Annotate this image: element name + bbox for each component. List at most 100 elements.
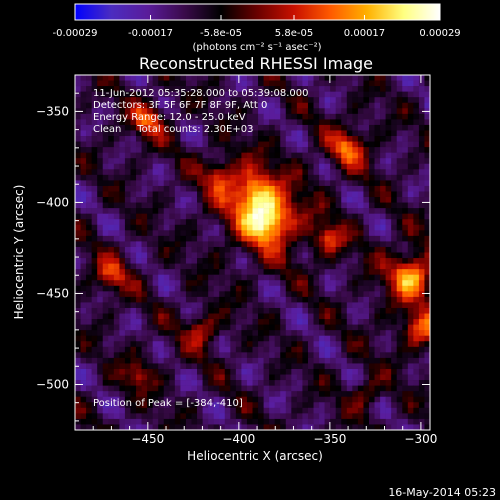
heatmap-cell (213, 169, 220, 176)
heatmap-cell (102, 75, 109, 81)
heatmap-cell (335, 241, 342, 248)
heatmap-cell (158, 368, 165, 375)
heatmap-cell (197, 258, 203, 264)
heatmap-cell (119, 86, 126, 92)
heatmap-cell (346, 235, 353, 242)
heatmap-cell (385, 102, 392, 109)
heatmap-cell (380, 274, 386, 281)
heatmap-cell (163, 158, 170, 165)
heatmap-cell (97, 235, 104, 242)
heatmap-cell (208, 380, 214, 386)
heatmap-cell (324, 296, 331, 303)
heatmap-cell (86, 374, 92, 381)
heatmap-cell (357, 341, 364, 348)
heatmap-cell (169, 252, 176, 259)
heatmap-cell (130, 319, 137, 325)
heatmap-cell (330, 75, 337, 81)
heatmap-cell (269, 141, 275, 148)
heatmap-cell (136, 102, 142, 109)
heatmap-cell (330, 341, 337, 348)
heatmap-cell (202, 413, 209, 420)
heatmap-cell (119, 258, 126, 264)
heatmap-cell (235, 80, 242, 87)
heatmap-cell (235, 86, 242, 92)
heatmap-cell (191, 180, 198, 187)
heatmap-cell (124, 197, 131, 203)
heatmap-cell (363, 385, 370, 392)
heatmap-cell (241, 263, 248, 270)
heatmap-cell (202, 307, 209, 314)
heatmap-cell (252, 130, 259, 137)
heatmap-cell (313, 391, 320, 398)
heatmap-cell (219, 158, 226, 165)
heatmap-cell (213, 363, 220, 370)
heatmap-cell (102, 219, 109, 226)
heatmap-cell (152, 169, 159, 176)
heatmap-cell (280, 130, 287, 137)
heatmap-cell (75, 258, 81, 264)
heatmap-cell (402, 285, 409, 292)
heatmap-cell (119, 113, 126, 120)
heatmap-cell (208, 97, 214, 104)
heatmap-cell (113, 230, 120, 237)
heatmap-cell (80, 407, 87, 414)
heatmap-cell (113, 197, 120, 203)
heatmap-cell (274, 346, 281, 353)
heatmap-cell (197, 352, 203, 359)
heatmap-cell (252, 163, 259, 170)
heatmap-cell (213, 368, 220, 375)
heatmap-cell (224, 258, 231, 264)
heatmap-cell (374, 119, 381, 126)
heatmap-cell (280, 385, 287, 392)
heatmap-cell (263, 102, 270, 109)
heatmap-cell (191, 396, 198, 403)
heatmap-cell (147, 174, 153, 181)
heatmap-cell (124, 91, 131, 98)
heatmap-cell (97, 174, 104, 181)
heatmap-cell (124, 252, 131, 259)
heatmap-cell (413, 113, 420, 120)
heatmap-cell (141, 319, 148, 325)
heatmap-cell (169, 341, 176, 348)
heatmap-cell (402, 235, 409, 242)
heatmap-cell (108, 357, 115, 364)
heatmap-cell (91, 302, 98, 309)
heatmap-cell (319, 424, 325, 430)
heatmap-cell (102, 374, 109, 381)
heatmap-cell (285, 407, 292, 414)
heatmap-cell (335, 407, 342, 414)
heatmap-cell (352, 341, 359, 348)
heatmap-cell (302, 224, 309, 231)
heatmap-cell (180, 313, 187, 320)
heatmap-cell (147, 280, 153, 287)
heatmap-cell (302, 75, 309, 81)
heatmap-cell (385, 158, 392, 165)
heatmap-cell (291, 113, 298, 120)
heatmap-cell (152, 269, 159, 275)
heatmap-cell (418, 402, 425, 409)
heatmap-cell (263, 191, 270, 198)
annotation-time-range: 11-Jun-2012 05:35:28.000 to 05:39:08.000 (93, 88, 309, 99)
heatmap-cell (191, 319, 198, 325)
heatmap-cell (330, 169, 337, 176)
heatmap-cell (136, 269, 142, 275)
heatmap-cell (252, 80, 259, 87)
heatmap-cell (374, 185, 381, 192)
heatmap-cell (241, 324, 248, 331)
heatmap-cell (341, 313, 348, 320)
heatmap-cell (346, 197, 353, 203)
heatmap-cell (174, 280, 181, 287)
heatmap-cell (241, 108, 248, 115)
heatmap-cell (291, 274, 298, 281)
heatmap-cell (324, 269, 331, 275)
heatmap-cell (280, 424, 287, 430)
heatmap-cell (113, 169, 120, 176)
heatmap-cell (130, 158, 137, 165)
heatmap-cell (208, 402, 214, 409)
heatmap-cell (269, 208, 275, 214)
heatmap-cell (224, 374, 231, 381)
heatmap-cell (374, 263, 381, 270)
heatmap-cell (263, 263, 270, 270)
heatmap-cell (346, 86, 353, 92)
heatmap-cell (141, 413, 148, 420)
